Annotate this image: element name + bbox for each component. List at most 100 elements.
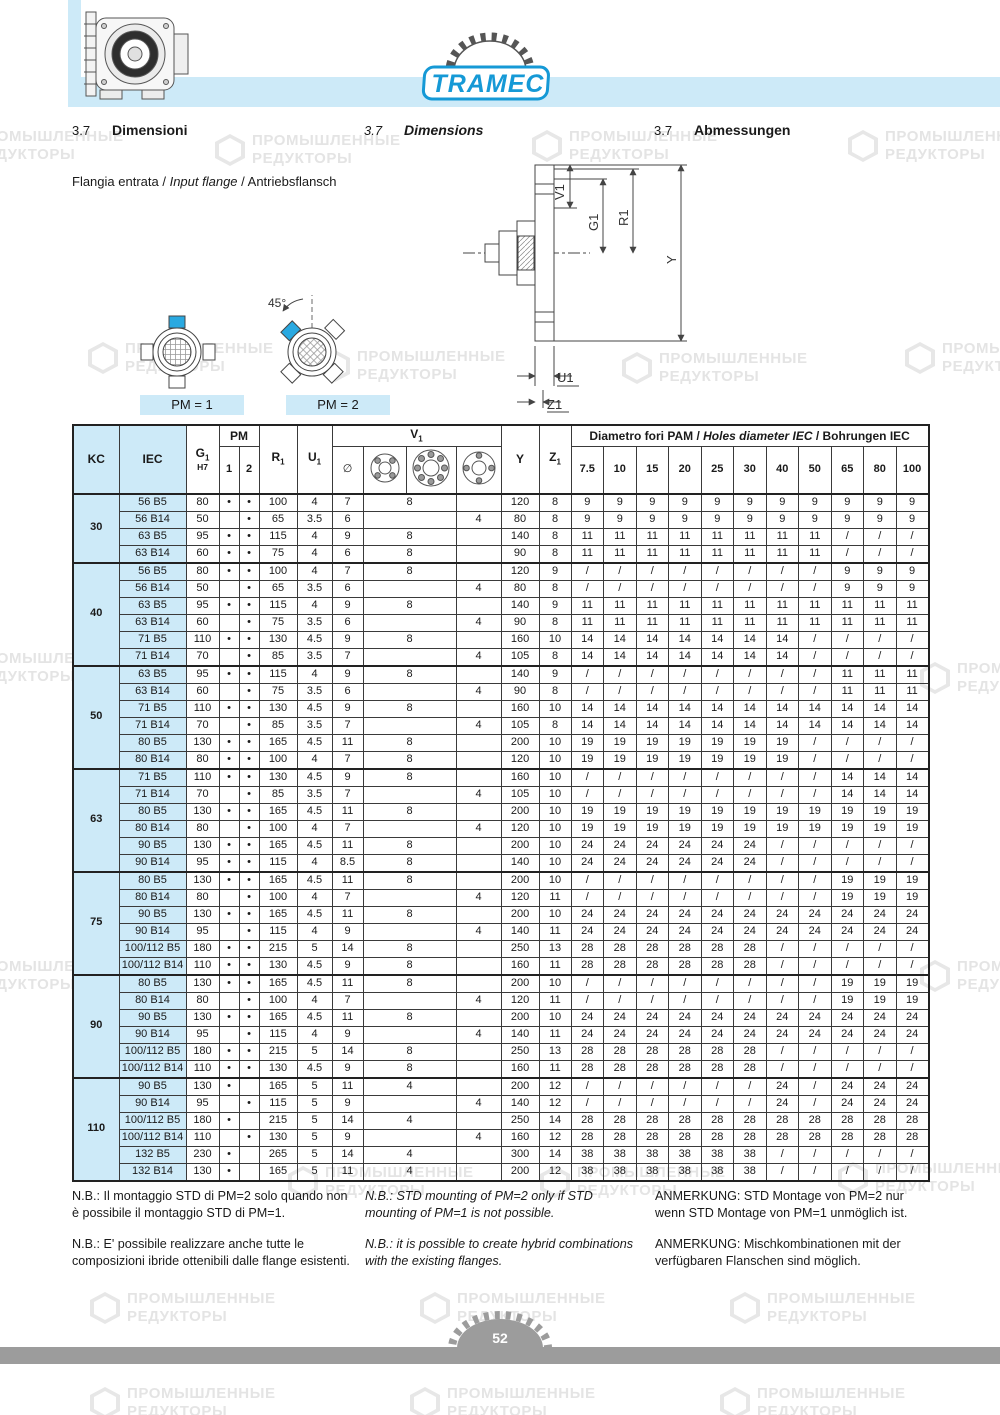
cell: 95 bbox=[185, 527, 220, 546]
cell: 19 bbox=[895, 973, 930, 993]
cell: / bbox=[733, 1076, 767, 1096]
cell: 60 bbox=[185, 682, 220, 701]
cell: • bbox=[218, 1145, 240, 1164]
cell: / bbox=[668, 888, 702, 907]
cell: 14 bbox=[765, 630, 800, 649]
cell: / bbox=[733, 561, 767, 581]
cell: 9 bbox=[830, 510, 865, 529]
cell: / bbox=[668, 870, 702, 890]
cell: 14 bbox=[570, 630, 605, 649]
cell bbox=[362, 510, 457, 529]
cell: 130 bbox=[185, 802, 220, 821]
cell: 19 bbox=[733, 802, 767, 821]
cell: 28 bbox=[733, 1042, 767, 1061]
cell bbox=[218, 510, 240, 529]
cell: 4 bbox=[362, 1111, 457, 1130]
col-header-v1: V1 bbox=[331, 424, 502, 447]
cell: 71 B5 bbox=[118, 699, 187, 718]
section-number: 3.7 bbox=[364, 123, 383, 138]
cell: 11 bbox=[863, 596, 897, 615]
flange-row: 80 B5 130 • • 165 4.5 11 8 200 10 19 19 19 19 19 19 19 19… bbox=[73, 802, 930, 821]
cell: / bbox=[798, 1162, 832, 1182]
cell: / bbox=[765, 870, 800, 890]
cell: 28 bbox=[733, 1128, 767, 1147]
cell: 75 bbox=[258, 682, 298, 701]
cell: / bbox=[668, 973, 702, 993]
note-german: ANMERKUNG: STD Montage von PM=2 nur wenn… bbox=[655, 1188, 933, 1284]
cell: 28 bbox=[603, 1042, 637, 1061]
cell: 24 bbox=[733, 922, 767, 941]
cell: 6 bbox=[331, 613, 364, 632]
cell: 24 bbox=[570, 1008, 605, 1027]
cell: 140 bbox=[500, 1094, 540, 1113]
cell: 14 bbox=[668, 716, 702, 735]
cell: 24 bbox=[830, 922, 865, 941]
cell: 80 bbox=[185, 492, 220, 512]
flange-row: 63 B14 60 • 75 3.5 6 4 90 8 11 11 11 11 11 11 11 11 11 11 1… bbox=[73, 613, 930, 632]
cell: 115 bbox=[258, 853, 298, 873]
cell: 9 bbox=[603, 510, 637, 529]
cell: 28 bbox=[700, 1042, 735, 1061]
cell: / bbox=[700, 991, 735, 1010]
flange-row: 90 B14 95 • • 115 4 8.5 8 140 10 24 24 24 24 24 24// / / / bbox=[73, 853, 930, 873]
page-number: 52 bbox=[492, 1330, 508, 1346]
cell: / bbox=[830, 647, 865, 667]
flange-row: 80 B5 130 • • 165 4.5 11 8 200 10 19 19 19 19 19 19 19//… bbox=[73, 733, 930, 752]
cell: 11 bbox=[765, 527, 800, 546]
cell: / bbox=[700, 973, 735, 993]
cell: 9 bbox=[331, 1025, 364, 1044]
cell: 19 bbox=[863, 819, 897, 838]
cell: 24 bbox=[603, 1008, 637, 1027]
cell bbox=[455, 1145, 502, 1164]
cell: 300 bbox=[500, 1145, 540, 1164]
cell: / bbox=[765, 1059, 800, 1079]
flange-row: 50 63 B5 95 • • 115 4 9 8 140 9// / / / / //11 11 11 bbox=[72, 664, 930, 770]
section-number: 3.7 bbox=[72, 123, 91, 138]
cell: / bbox=[635, 991, 670, 1010]
cell: / bbox=[830, 630, 865, 649]
cell: 50 bbox=[185, 579, 220, 598]
cell: 11 bbox=[635, 613, 670, 632]
cell: • bbox=[218, 1111, 240, 1130]
cell: 28 bbox=[765, 1111, 800, 1130]
cell bbox=[455, 1042, 502, 1061]
cell: 115 bbox=[258, 1025, 298, 1044]
cell: • bbox=[238, 544, 260, 564]
dim-label-z1: Z1 bbox=[547, 397, 562, 412]
cell bbox=[455, 561, 502, 581]
cell: 24 bbox=[635, 922, 670, 941]
cell: 100 bbox=[258, 561, 298, 581]
col-header-pam-50: 50 bbox=[798, 445, 832, 495]
col-header-pam-100: 100 bbox=[895, 445, 930, 495]
cell: / bbox=[700, 1094, 735, 1113]
cell: 14 bbox=[635, 716, 670, 735]
cell: / bbox=[798, 767, 832, 787]
cell: 71 B5 bbox=[118, 767, 187, 787]
cell: 4.5 bbox=[296, 733, 333, 752]
cell: 105 bbox=[500, 785, 540, 804]
cell: / bbox=[863, 956, 897, 976]
flange-row: 71 B14 70 • 85 3.5 7 4 105 8 14 14 14 14 14 14 14 14 14 14… bbox=[73, 716, 930, 735]
cell: 19 bbox=[700, 733, 735, 752]
cell: 14 bbox=[570, 699, 605, 718]
dim-label-y: Y bbox=[664, 255, 679, 264]
cell: / bbox=[863, 836, 897, 855]
cell: 4.5 bbox=[296, 956, 333, 976]
cell: • bbox=[238, 492, 260, 512]
kc-group-label: 75 bbox=[72, 870, 120, 976]
cell: 28 bbox=[635, 1111, 670, 1130]
cell: 24 bbox=[798, 1008, 832, 1027]
flange-row: 80 B14 80 • 100 4 7 4 120 11// / / / / //19 19 19 bbox=[73, 991, 930, 1010]
cell: 9 bbox=[331, 1128, 364, 1147]
cell: / bbox=[798, 973, 832, 993]
cell bbox=[362, 716, 457, 735]
cell: 11 bbox=[603, 613, 637, 632]
cell: 110 bbox=[185, 699, 220, 718]
cell: 24 bbox=[830, 1008, 865, 1027]
cell: 11 bbox=[798, 596, 832, 615]
cell: 11 bbox=[895, 664, 930, 684]
cell: 80 B14 bbox=[118, 991, 187, 1010]
cell: 7 bbox=[331, 888, 364, 907]
cell: / bbox=[798, 888, 832, 907]
